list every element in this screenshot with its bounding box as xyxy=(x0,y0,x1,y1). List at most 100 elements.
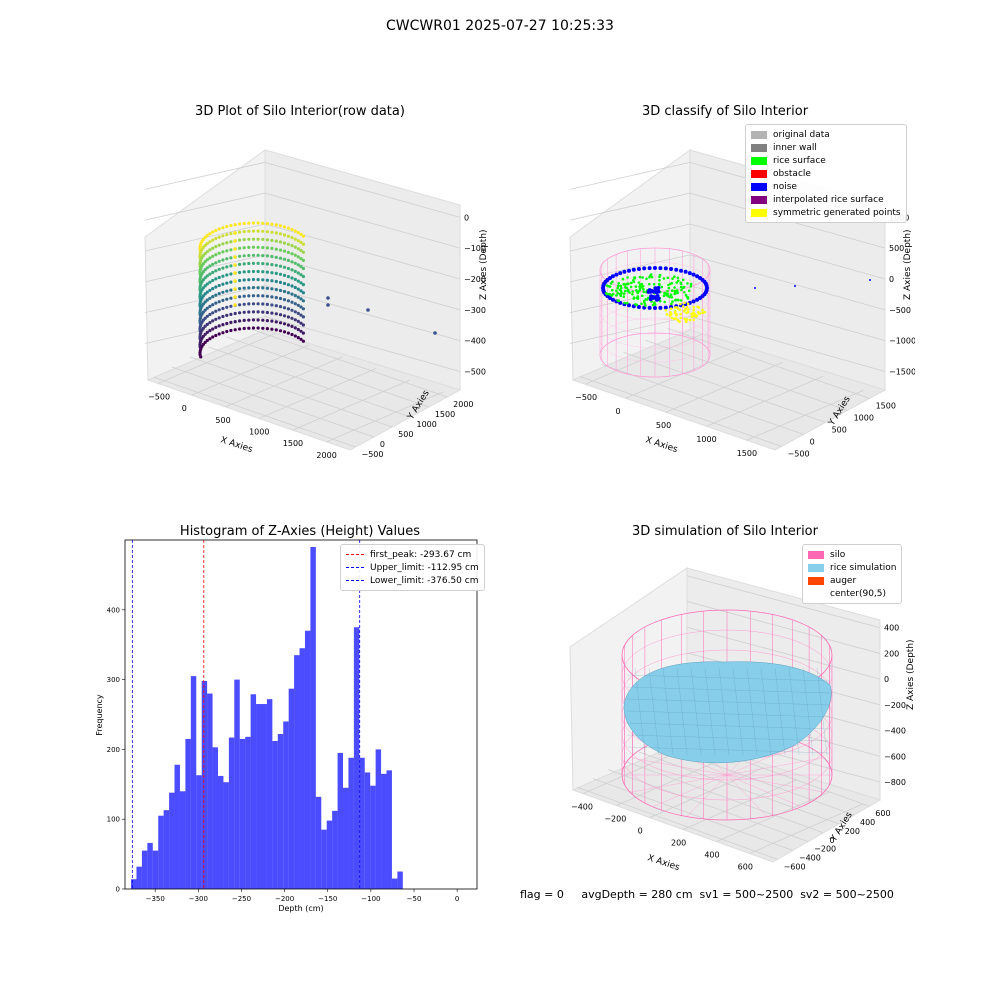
legend-label: first_peak: -293.67 cm xyxy=(370,549,472,560)
y-tick-label: 0 xyxy=(116,886,120,894)
legend-label: original data xyxy=(773,129,830,140)
z-axis-label: Z Axies (Depth) xyxy=(479,229,489,300)
histogram-bar xyxy=(288,688,295,889)
panel-4-title: 3D simulation of Silo Interior xyxy=(632,524,818,539)
histogram-bar xyxy=(261,704,267,889)
z-tick-label: −400 xyxy=(464,337,486,346)
histogram-bar xyxy=(359,757,365,889)
pane-floor xyxy=(146,329,462,451)
legend-entry: silo xyxy=(808,548,896,561)
z-tick-label: −100 xyxy=(464,244,486,253)
histogram-bar xyxy=(343,787,349,889)
histogram-bar xyxy=(321,829,327,889)
x-tick-label: 0 xyxy=(638,827,643,836)
histogram-bar xyxy=(337,752,344,889)
z-tick-label: −1000 xyxy=(889,337,915,346)
histogram-bar xyxy=(152,850,159,889)
legend-swatch xyxy=(751,130,767,139)
y-tick-label: 400 xyxy=(107,606,120,614)
x-tick-label: −100 xyxy=(361,895,380,903)
z-tick-label: 0 xyxy=(464,213,469,222)
histogram-bar xyxy=(370,785,376,889)
x-tick-label: 500 xyxy=(215,416,230,425)
y-tick-label: 300 xyxy=(107,676,120,684)
y-tick-label: 1500 xyxy=(435,410,455,419)
histogram-bar xyxy=(375,749,382,889)
histogram-bar xyxy=(326,820,333,889)
y-tick-label: −200 xyxy=(814,845,836,854)
histogram-bar xyxy=(201,681,208,889)
legend-label: Lower_limit: -376.50 cm xyxy=(370,575,479,586)
x-tick-label: −300 xyxy=(189,895,208,903)
legend-label: inner wall xyxy=(773,142,817,153)
z-tick-label: −1500 xyxy=(889,368,915,377)
z-tick-label: 0 xyxy=(884,675,889,684)
x-tick-label: −350 xyxy=(146,895,165,903)
y-tick-label: 500 xyxy=(398,430,413,439)
histogram-bar xyxy=(141,850,148,889)
histogram-bar xyxy=(234,679,240,889)
y-tick-label: 0 xyxy=(380,440,385,449)
z-tick-label: −500 xyxy=(889,306,911,315)
legend-line xyxy=(346,554,364,555)
x-tick-label: −50 xyxy=(407,895,422,903)
x-tick-label: −400 xyxy=(571,803,593,812)
histogram-bar xyxy=(294,655,300,889)
x-tick-label: −200 xyxy=(275,895,294,903)
histogram-bar xyxy=(163,810,170,889)
panel-1-title: 3D Plot of Silo Interior(row data) xyxy=(195,104,405,119)
histogram-bar xyxy=(223,782,229,889)
x-tick-label: 400 xyxy=(704,851,719,860)
x-tick-label: 500 xyxy=(656,421,671,430)
simulation-legend: silo rice simulation auger center(90,5) xyxy=(802,544,903,604)
legend-label: symmetric generated points xyxy=(773,207,901,218)
y-tick-label: 600 xyxy=(875,809,890,818)
legend-entry: interpolated rice surface xyxy=(751,193,901,206)
z-tick-label: −200 xyxy=(884,701,906,710)
y-tick-label: 500 xyxy=(832,425,847,434)
legend-swatch xyxy=(751,195,767,204)
legend-swatch xyxy=(751,156,767,165)
y-tick-label: −400 xyxy=(799,853,821,862)
histogram-bar xyxy=(228,737,235,889)
x-tick-label: −500 xyxy=(575,393,597,402)
histogram-bar xyxy=(272,741,278,889)
x-tick-label: 1000 xyxy=(696,435,716,444)
z-tick-label: −600 xyxy=(884,752,906,761)
histogram-legend: first_peak: -293.67 cm Upper_limit: -112.… xyxy=(340,544,485,591)
histogram-bar xyxy=(299,648,305,889)
histogram-bar xyxy=(136,866,142,889)
histogram-bar xyxy=(190,676,197,889)
x-tick-label: 1500 xyxy=(283,439,303,448)
legend-label: obstacle xyxy=(773,168,811,179)
histogram-bar xyxy=(185,738,191,889)
legend-entry: Upper_limit: -112.95 cm xyxy=(346,561,479,574)
histogram-bar xyxy=(391,878,398,889)
x-axis-label: Depth (cm) xyxy=(278,904,323,913)
y-tick-label: 200 xyxy=(107,746,120,754)
x-tick-label: 0 xyxy=(616,407,621,416)
histogram-vlines xyxy=(131,540,361,889)
histogram-bar xyxy=(212,747,219,889)
z-tick-label: −800 xyxy=(884,778,906,787)
legend-entry: rice simulation xyxy=(808,561,896,574)
classify-legend: original data inner wall rice surface obsta… xyxy=(745,124,907,223)
histogram-bar xyxy=(250,694,257,889)
histogram-bar xyxy=(158,815,164,889)
y-tick-label: −600 xyxy=(784,862,806,871)
x-tick-label: 200 xyxy=(671,839,686,848)
legend-swatch xyxy=(751,182,767,191)
legend-entry: noise xyxy=(751,180,901,193)
x-tick-label: 0 xyxy=(182,404,187,413)
legend-swatch xyxy=(751,169,767,178)
z-tick-label: −200 xyxy=(464,275,486,284)
plot-frame xyxy=(124,539,478,890)
z-tick-label: −400 xyxy=(884,727,906,736)
y-tick-label: 100 xyxy=(107,816,120,824)
histogram-bar xyxy=(364,772,371,889)
legend-swatch xyxy=(808,550,824,559)
legend-swatch xyxy=(751,143,767,152)
legend-label: noise xyxy=(773,181,797,192)
y-tick-label: 1500 xyxy=(876,401,896,410)
